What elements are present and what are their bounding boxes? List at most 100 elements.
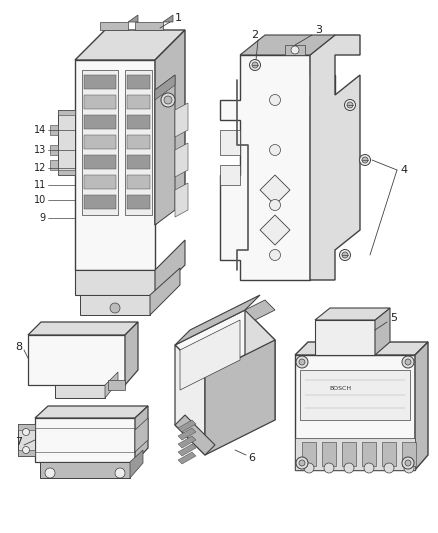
Polygon shape bbox=[178, 420, 196, 432]
Text: 7: 7 bbox=[15, 437, 22, 447]
Polygon shape bbox=[82, 70, 118, 215]
Text: 5: 5 bbox=[390, 313, 397, 323]
Polygon shape bbox=[58, 110, 75, 115]
Circle shape bbox=[291, 46, 299, 54]
Polygon shape bbox=[135, 418, 148, 452]
Polygon shape bbox=[178, 444, 196, 456]
Circle shape bbox=[269, 249, 280, 261]
Polygon shape bbox=[108, 380, 125, 390]
Polygon shape bbox=[58, 170, 75, 175]
Text: 2: 2 bbox=[251, 30, 258, 40]
Polygon shape bbox=[50, 125, 58, 135]
Circle shape bbox=[269, 94, 280, 106]
Polygon shape bbox=[135, 406, 148, 462]
Circle shape bbox=[22, 429, 29, 435]
Polygon shape bbox=[180, 320, 240, 390]
Polygon shape bbox=[28, 322, 138, 335]
Polygon shape bbox=[40, 462, 130, 478]
Polygon shape bbox=[125, 70, 152, 215]
Polygon shape bbox=[50, 160, 58, 170]
Text: 4: 4 bbox=[400, 165, 407, 175]
Polygon shape bbox=[342, 442, 356, 466]
Polygon shape bbox=[175, 295, 260, 345]
Polygon shape bbox=[100, 22, 128, 30]
Circle shape bbox=[269, 144, 280, 156]
Polygon shape bbox=[175, 183, 188, 217]
Polygon shape bbox=[220, 130, 240, 155]
Circle shape bbox=[252, 62, 258, 68]
Polygon shape bbox=[130, 450, 143, 478]
Polygon shape bbox=[402, 442, 416, 466]
Polygon shape bbox=[240, 35, 335, 55]
Circle shape bbox=[405, 359, 411, 365]
Polygon shape bbox=[127, 95, 150, 109]
Circle shape bbox=[161, 93, 175, 107]
Text: 6: 6 bbox=[248, 453, 255, 463]
Polygon shape bbox=[178, 436, 196, 448]
Polygon shape bbox=[178, 452, 196, 464]
Polygon shape bbox=[127, 175, 150, 189]
Circle shape bbox=[384, 463, 394, 473]
Polygon shape bbox=[260, 215, 290, 245]
Polygon shape bbox=[155, 30, 185, 225]
Polygon shape bbox=[35, 406, 148, 418]
Polygon shape bbox=[415, 342, 428, 470]
Polygon shape bbox=[135, 22, 163, 30]
Circle shape bbox=[405, 460, 411, 466]
Polygon shape bbox=[84, 95, 116, 109]
Polygon shape bbox=[315, 320, 375, 355]
Circle shape bbox=[299, 460, 305, 466]
Polygon shape bbox=[163, 15, 173, 22]
Text: 1: 1 bbox=[175, 13, 182, 23]
Polygon shape bbox=[105, 372, 118, 398]
Polygon shape bbox=[127, 135, 150, 149]
Polygon shape bbox=[75, 270, 155, 295]
Polygon shape bbox=[155, 75, 175, 225]
Polygon shape bbox=[175, 345, 205, 455]
Polygon shape bbox=[245, 310, 275, 420]
Polygon shape bbox=[127, 75, 150, 89]
Polygon shape bbox=[220, 165, 240, 185]
Circle shape bbox=[402, 457, 414, 469]
Polygon shape bbox=[28, 335, 125, 385]
Circle shape bbox=[299, 359, 305, 365]
Polygon shape bbox=[295, 342, 428, 355]
Circle shape bbox=[360, 155, 371, 166]
Polygon shape bbox=[375, 308, 390, 355]
Polygon shape bbox=[382, 442, 396, 466]
Polygon shape bbox=[155, 75, 175, 100]
Polygon shape bbox=[302, 442, 316, 466]
Circle shape bbox=[344, 463, 354, 473]
Polygon shape bbox=[322, 442, 336, 466]
Circle shape bbox=[402, 356, 414, 368]
Polygon shape bbox=[125, 322, 138, 385]
Text: 8: 8 bbox=[15, 342, 22, 352]
Circle shape bbox=[110, 303, 120, 313]
Polygon shape bbox=[260, 175, 290, 205]
Polygon shape bbox=[80, 295, 150, 315]
Circle shape bbox=[164, 96, 172, 104]
Text: 14: 14 bbox=[34, 125, 46, 135]
Polygon shape bbox=[84, 75, 116, 89]
Text: 13: 13 bbox=[34, 145, 46, 155]
Polygon shape bbox=[205, 340, 275, 455]
Circle shape bbox=[324, 463, 334, 473]
Circle shape bbox=[269, 199, 280, 211]
Polygon shape bbox=[175, 103, 188, 137]
Circle shape bbox=[339, 249, 350, 261]
Polygon shape bbox=[150, 268, 180, 315]
Text: BOSCH: BOSCH bbox=[329, 385, 351, 391]
Circle shape bbox=[296, 457, 308, 469]
Polygon shape bbox=[127, 115, 150, 129]
Polygon shape bbox=[175, 310, 275, 375]
Circle shape bbox=[362, 157, 368, 163]
Polygon shape bbox=[35, 418, 135, 462]
Text: 11: 11 bbox=[34, 180, 46, 190]
Circle shape bbox=[364, 463, 374, 473]
Text: 3: 3 bbox=[315, 25, 322, 35]
Polygon shape bbox=[18, 450, 35, 456]
Polygon shape bbox=[295, 438, 415, 470]
Polygon shape bbox=[295, 355, 415, 470]
Circle shape bbox=[404, 463, 414, 473]
Polygon shape bbox=[175, 415, 215, 455]
